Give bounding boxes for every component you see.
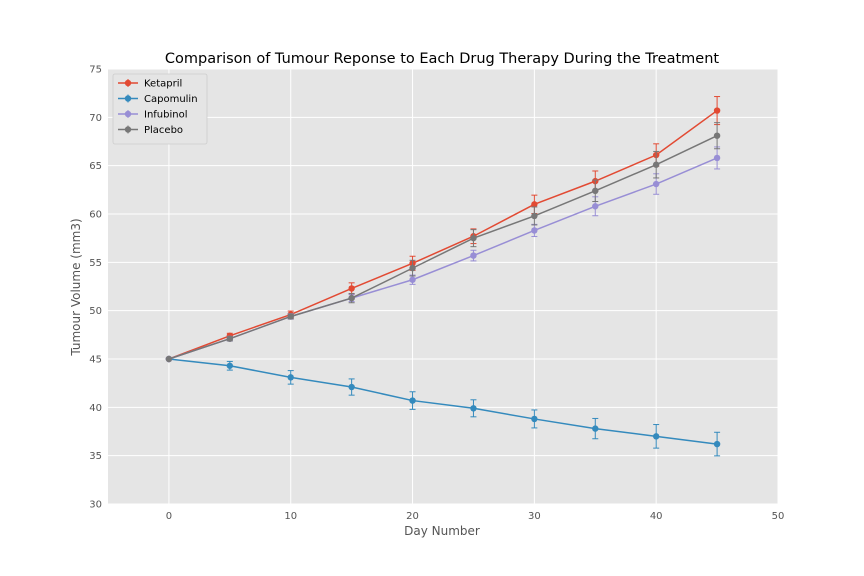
legend-box [112, 73, 208, 145]
data-point [470, 234, 477, 242]
series-line [168, 135, 718, 360]
x-tick-label: 50 [772, 511, 785, 522]
legend-marker [124, 79, 132, 87]
series-capomulin [165, 355, 721, 457]
series-line [168, 358, 718, 445]
legend-item: Ketapril [118, 79, 182, 90]
chart-title: Comparison of Tumour Reponse to Each Dru… [165, 51, 719, 67]
data-point [165, 355, 173, 363]
legend-label: Placebo [144, 125, 183, 136]
data-point [470, 252, 477, 259]
legend-item: Infubinol [118, 110, 188, 121]
data-point [287, 313, 294, 320]
legend-marker [124, 110, 132, 118]
data-point [409, 397, 416, 404]
x-tick-label: 30 [528, 511, 541, 522]
data-point [713, 132, 721, 139]
data-point [713, 440, 721, 448]
grid [108, 68, 779, 505]
data-point [592, 425, 599, 432]
x-tick-label: 40 [650, 511, 663, 522]
y-tick-label: 65 [89, 161, 102, 172]
y-tick-label: 35 [89, 451, 102, 462]
data-point [713, 107, 721, 114]
x-tick-label: 20 [406, 511, 419, 522]
data-point [409, 276, 416, 283]
y-tick-label: 75 [89, 65, 102, 76]
data-point [531, 227, 538, 234]
y-axis-label: Tumour Volume (mm3) [69, 218, 83, 356]
data-point [531, 415, 538, 423]
plot-area [108, 69, 778, 504]
series-placebo [165, 122, 721, 363]
y-tick-label: 50 [89, 306, 102, 317]
data-point [592, 203, 599, 210]
legend-item: Capomulin [118, 94, 198, 105]
x-axis-label: Day Number [404, 524, 480, 538]
legend-label: Capomulin [144, 94, 198, 105]
data-point [713, 154, 721, 162]
data-point [652, 161, 660, 168]
data-point [348, 383, 355, 391]
series-line [168, 109, 718, 360]
data-point [226, 335, 234, 342]
y-tick-label: 30 [89, 500, 102, 511]
data-point [470, 405, 477, 412]
axis-ticks: 0 10 20 30 40 50 30 35 40 45 50 55 60 65 70 75 [89, 65, 784, 523]
legend-marker [124, 126, 132, 133]
data-point [348, 294, 355, 302]
legend: Ketapril Capomulin Infubinol Placebo [112, 73, 208, 145]
data-point [592, 187, 599, 194]
legend-label: Infubinol [144, 110, 188, 121]
legend-marker [124, 95, 132, 102]
y-tick-label: 55 [89, 258, 102, 269]
data-point [652, 180, 660, 188]
data-point [348, 285, 355, 292]
x-tick-label: 10 [284, 511, 297, 522]
data-point [409, 264, 416, 272]
series-layer [165, 96, 721, 457]
data-point [531, 201, 538, 208]
legend-item: Placebo [118, 125, 183, 136]
data-point [652, 433, 660, 440]
y-tick-label: 70 [89, 113, 102, 124]
data-point [226, 362, 234, 369]
legend-label: Ketapril [144, 79, 182, 90]
x-tick-label: 0 [166, 511, 172, 522]
data-point [287, 374, 294, 381]
y-tick-label: 45 [89, 355, 102, 366]
y-tick-label: 60 [89, 210, 102, 221]
y-tick-label: 40 [89, 403, 102, 414]
data-point [531, 212, 538, 220]
